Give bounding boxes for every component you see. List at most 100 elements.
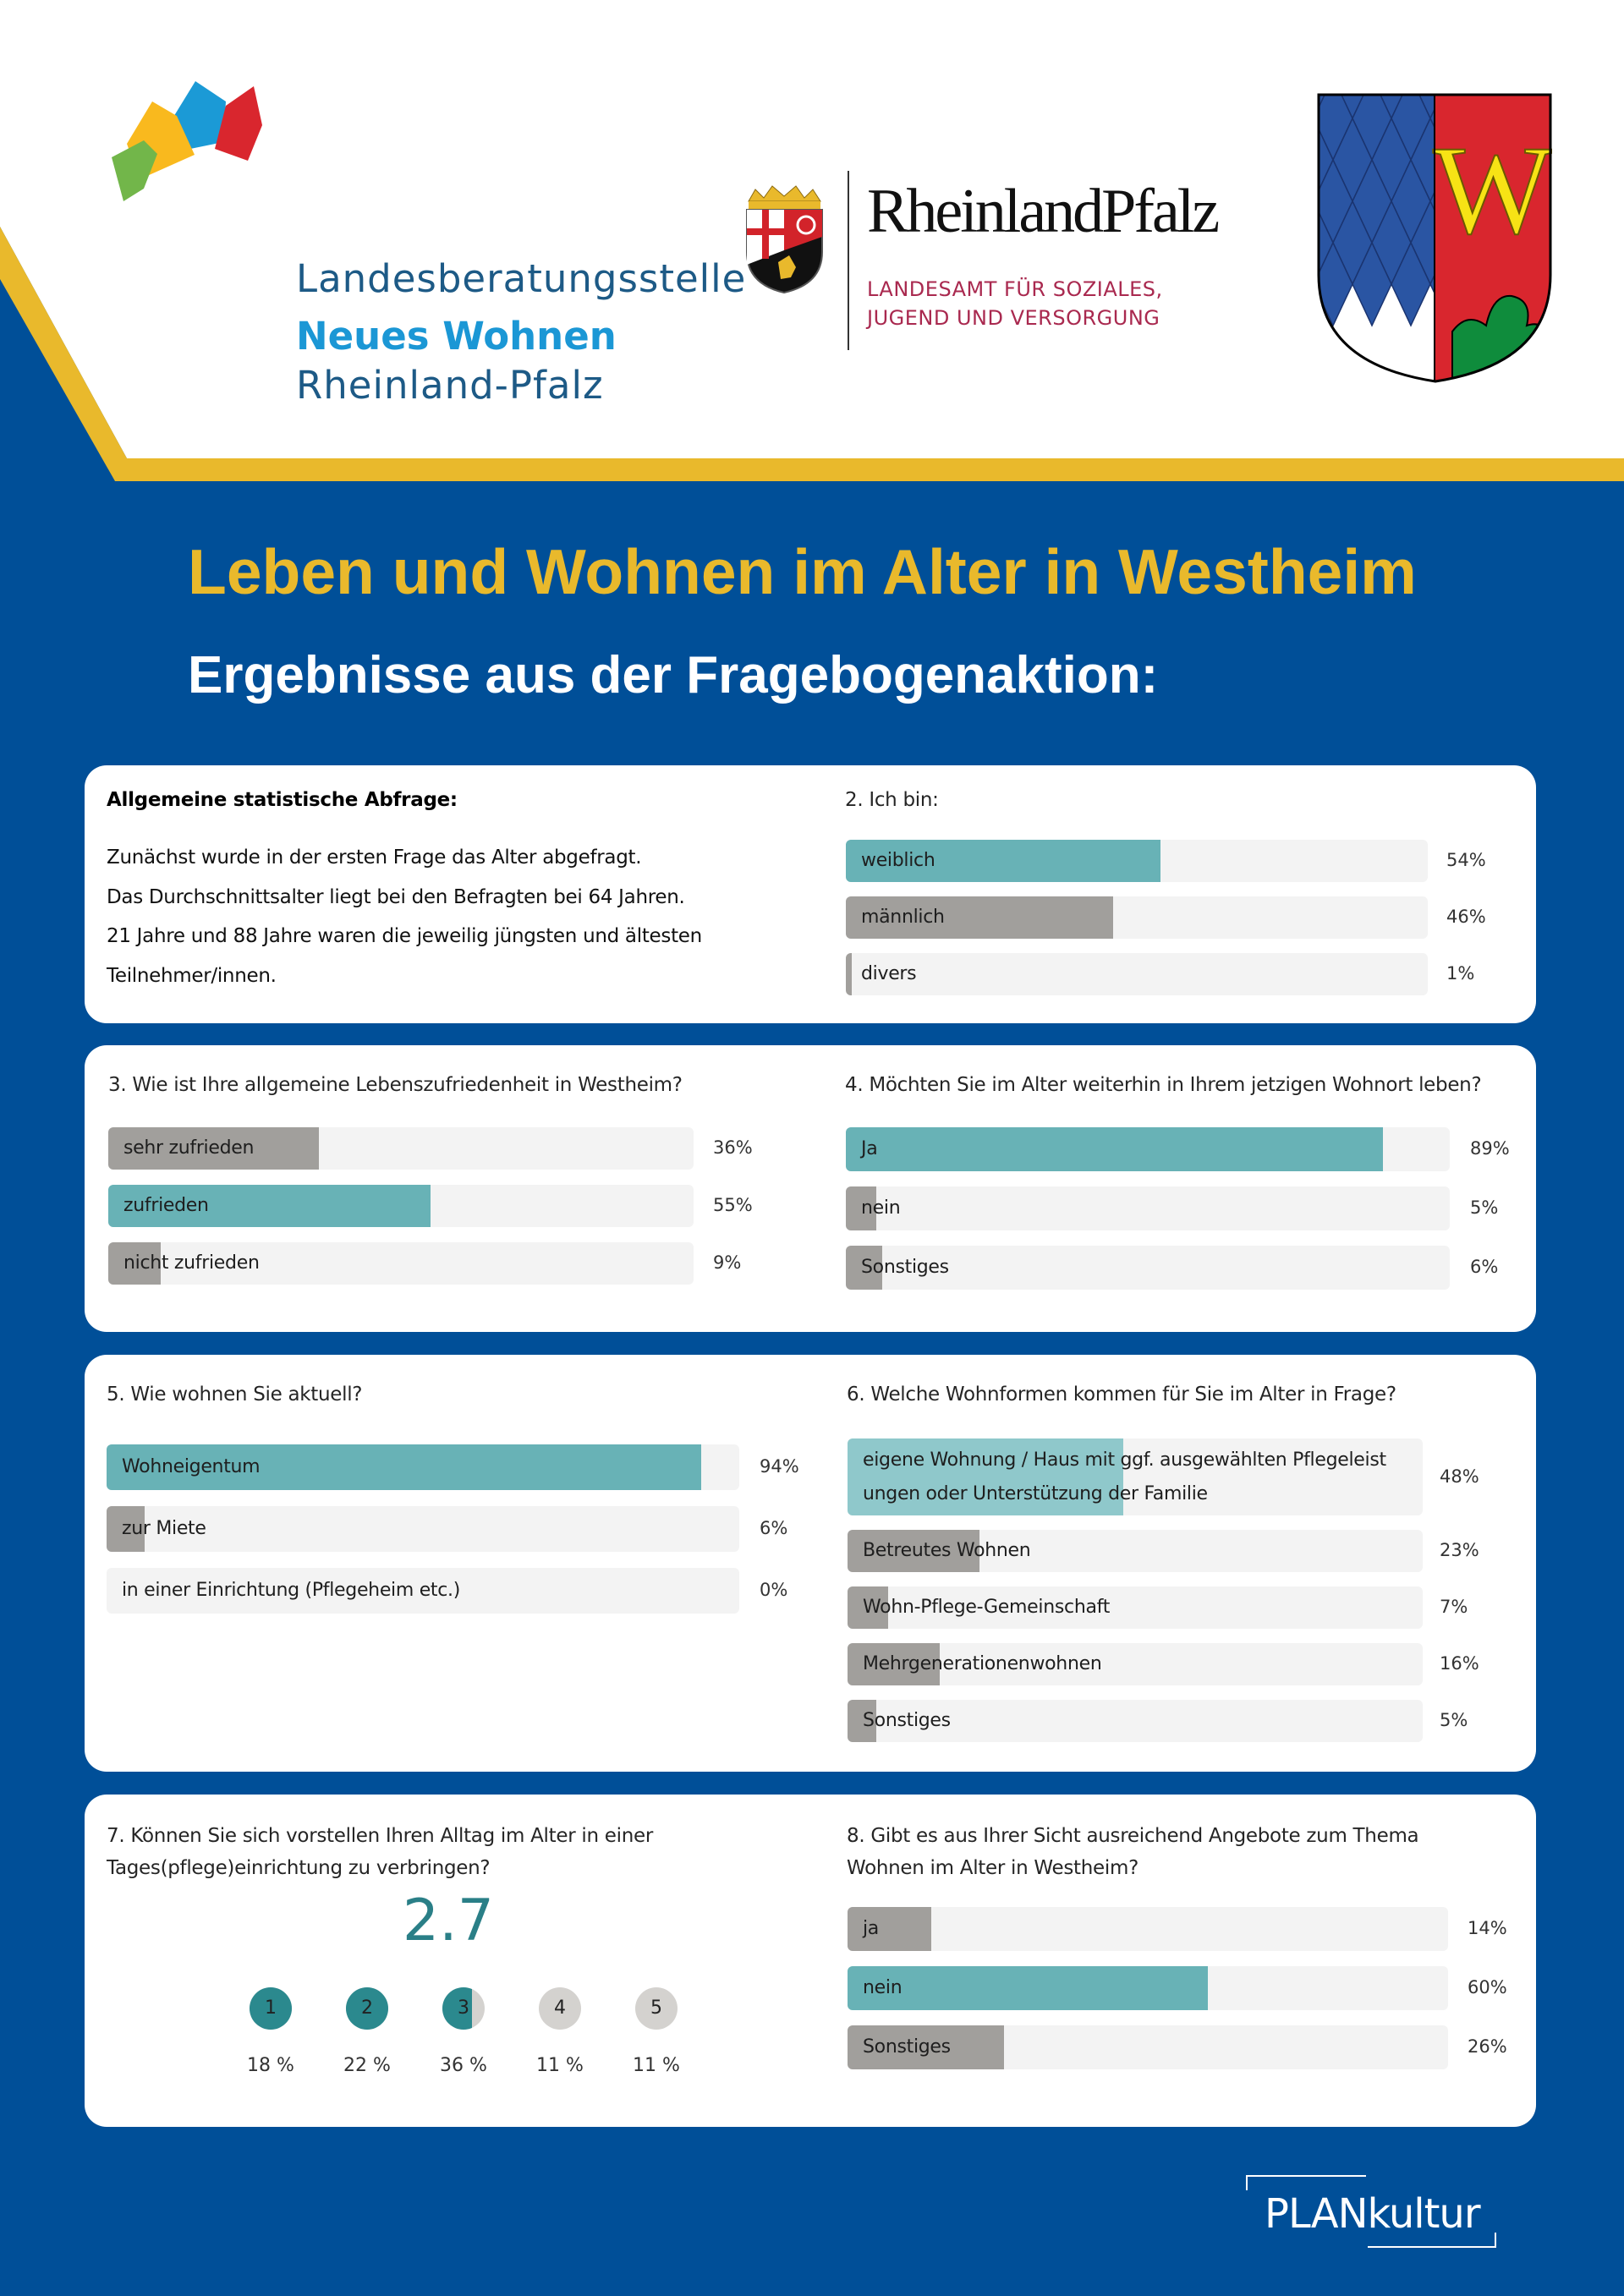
bar-value-label: 5% (1440, 1710, 1468, 1730)
bar-label: Sonstiges (863, 2036, 951, 2058)
bar-value-label: 6% (1470, 1257, 1499, 1277)
bar-track: Betreutes Wohnen (848, 1530, 1423, 1572)
rating-circle-fill (250, 1987, 292, 2030)
rating-circle-fill (346, 1987, 388, 2030)
intro-line: Teilnehmer/innen. (107, 964, 277, 987)
intro-line: Das Durchschnittsalter liegt bei den Bef… (107, 885, 685, 908)
bar-fill (846, 840, 1160, 882)
bar-label: Sonstiges (863, 1710, 951, 1731)
svg-text:W: W (1433, 120, 1552, 260)
bar-value-label: 23% (1440, 1540, 1479, 1560)
bar-label: weiblich (861, 850, 935, 871)
bar-fill (846, 953, 852, 995)
bar-label: zufrieden (123, 1195, 209, 1216)
q5-title: 5. Wie wohnen Sie aktuell? (107, 1384, 363, 1406)
q7-rating-chart: 2.7 1 18 % 2 22 % 3 36 % 4 11 % 5 11 % (85, 1795, 812, 2127)
bar-fill (848, 1700, 876, 1742)
logo-rheinland-pfalz: RheinlandPfalz LANDESAMT FÜR SOZIALES, J… (740, 169, 1220, 355)
bar-value-label: 55% (713, 1195, 753, 1215)
bar-label: Sonstiges (861, 1257, 949, 1278)
plankultur-text: PLANkultur (1265, 2190, 1481, 2238)
card-daycare-and-offers: 7. Können Sie sich vorstellen Ihren Allt… (85, 1795, 1536, 2127)
intro-line: 21 Jahre und 88 Jahre waren die jeweilig… (107, 925, 702, 947)
rating-circle: 3 (442, 1987, 485, 2030)
bar-value-label: 5% (1470, 1197, 1499, 1218)
card-satisfaction-and-location: 3. Wie ist Ihre allgemeine Lebenszufried… (85, 1045, 1536, 1332)
q8-title: 8. Gibt es aus Ihrer Sicht ausreichend A… (847, 1825, 1419, 1879)
q7-title: 7. Können Sie sich vorstellen Ihren Allt… (107, 1825, 653, 1879)
bar-label: zur Miete (122, 1518, 206, 1539)
page-subtitle: Ergebnisse aus der Fragebogenaktion: (188, 646, 1159, 704)
bar-fill (846, 1127, 1384, 1171)
bar-track: männlich (846, 896, 1428, 939)
bar-label: nein (861, 1197, 901, 1219)
bar-label: eigene Wohnung / Haus mit ggf. ausgewähl… (863, 1449, 1386, 1471)
page-title: Leben und Wohnen im Alter in Westheim (188, 536, 1417, 607)
bar-value-label: 1% (1446, 963, 1475, 984)
bar-fill (848, 2025, 1004, 2069)
plankultur-logo: PLANkultur (1246, 2175, 1496, 2248)
bar-value-label: 26% (1468, 2036, 1507, 2057)
plankultur-bracket-top (1246, 2175, 1366, 2190)
rating-number: 5 (650, 1997, 662, 2019)
bar-track: in einer Einrichtung (Pflegeheim etc.) (107, 1568, 739, 1614)
bar-fill (107, 1444, 702, 1490)
rating-circle-fill (442, 1987, 472, 2030)
rating-item: 4 11 % (526, 1987, 594, 2076)
bar-track: zufrieden (108, 1185, 694, 1227)
bar-value-label: 14% (1468, 1918, 1507, 1938)
bar-track: nein (848, 1966, 1448, 2010)
bar-fill (848, 1643, 940, 1685)
logo-text-line2: Neues Wohnen (296, 314, 617, 359)
rating-circle: 1 (250, 1987, 292, 2030)
intro-heading: Allgemeine statistische Abfrage: (107, 789, 458, 811)
logo-text-line3: Rheinland-Pfalz (296, 363, 604, 408)
bar-label: in einer Einrichtung (Pflegeheim etc.) (122, 1580, 461, 1601)
bar-value-label: 0% (760, 1580, 788, 1600)
bar-fill (108, 1242, 162, 1285)
bar-value-label: 60% (1468, 1977, 1507, 1997)
bar-track: sehr zufrieden (108, 1127, 694, 1170)
rating-percentage: 36 % (440, 2055, 487, 2076)
bar-fill (846, 896, 1114, 939)
bar-value-label: 36% (713, 1137, 753, 1158)
bar-value-label: 6% (760, 1518, 788, 1538)
rlp-subtitle-line1: LANDESAMT FÜR SOZIALES, (867, 277, 1163, 301)
rlp-coat-of-arms-icon (746, 185, 823, 294)
bar-fill (108, 1185, 431, 1227)
intro-text: Zunächst wurde in der ersten Frage das A… (107, 838, 702, 995)
bar-track: Wohn-Pflege-Gemeinschaft (848, 1586, 1423, 1629)
bar-label: männlich (861, 907, 945, 928)
rlp-divider (848, 171, 849, 350)
bar-label: ungen oder Unterstützung der Familie (863, 1482, 1208, 1504)
bar-track: ja (848, 1907, 1448, 1951)
q7-average-value: 2.7 (402, 1888, 495, 1954)
rating-number: 1 (265, 1997, 277, 2019)
rlp-name: RheinlandPfalz (867, 177, 1220, 246)
bar-track: Sonstiges (848, 2025, 1448, 2069)
bar-track: weiblich (846, 840, 1428, 882)
bar-label: ja (863, 1918, 879, 1939)
bar-label: nicht zufrieden (123, 1252, 260, 1274)
rating-circle: 5 (635, 1987, 678, 2030)
rlp-subtitle-line2: JUGEND UND VERSORGUNG (867, 306, 1160, 330)
rating-percentage: 22 % (343, 2055, 391, 2076)
rating-percentage: 11 % (536, 2055, 584, 2076)
bar-label: Betreutes Wohnen (863, 1540, 1031, 1561)
card-general-and-gender: Allgemeine statistische Abfrage: Zunächs… (85, 765, 1536, 1023)
plankultur-bracket-bottom (1368, 2233, 1496, 2248)
bar-fill (107, 1506, 145, 1552)
bar-value-label: 16% (1440, 1653, 1479, 1674)
bar-fill (846, 1186, 876, 1230)
bar-fill (848, 1438, 1124, 1515)
rating-circle: 2 (346, 1987, 388, 2030)
bar-label: sehr zufrieden (123, 1137, 255, 1159)
rating-number: 4 (554, 1997, 566, 2019)
bar-value-label: 89% (1470, 1138, 1510, 1159)
q6-title: 6. Welche Wohnformen kommen für Sie im A… (847, 1384, 1396, 1406)
q3-title: 3. Wie ist Ihre allgemeine Lebenszufried… (108, 1074, 683, 1096)
rating-number: 2 (361, 1997, 373, 2019)
bar-fill (848, 1907, 932, 1951)
bar-value-label: 9% (713, 1252, 742, 1273)
bar-fill (848, 1966, 1208, 2010)
